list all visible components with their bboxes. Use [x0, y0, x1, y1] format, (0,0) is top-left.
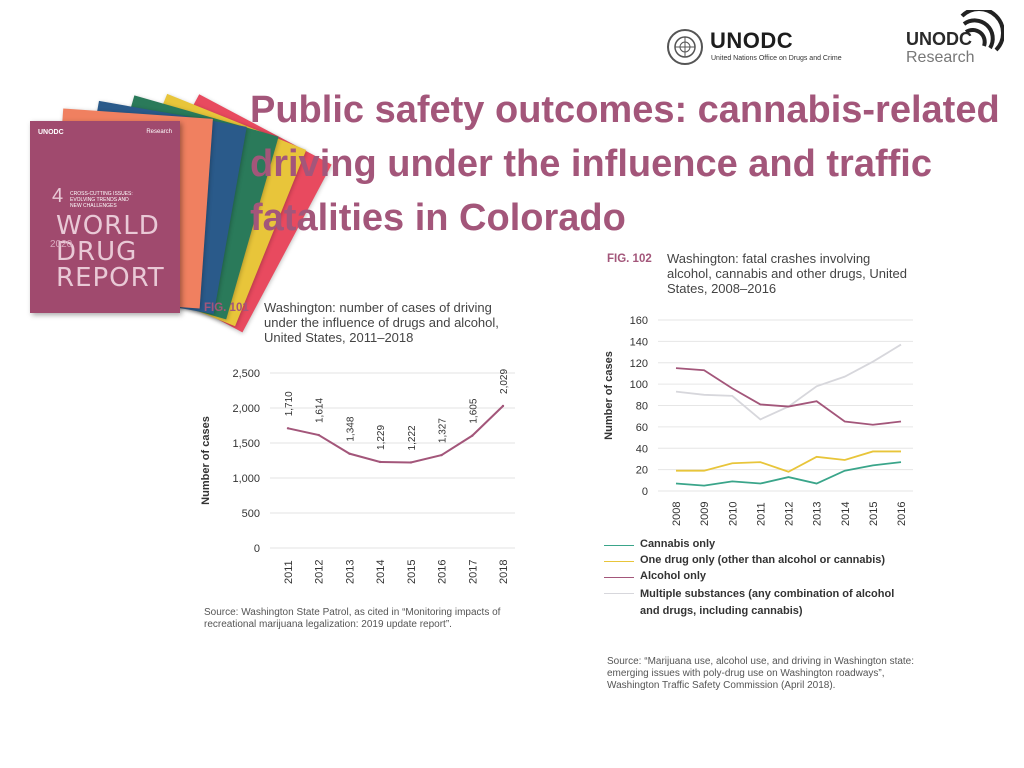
cover-title-line: DRUG: [56, 237, 138, 267]
fig102-title: Washington: fatal crashes involving alco…: [667, 251, 907, 296]
data-label: 1,348: [345, 416, 356, 441]
unodc-logo: UNODC United Nations Office on Drugs and…: [666, 28, 886, 68]
series-line: [287, 405, 504, 464]
research-swirl-icon: [960, 10, 1004, 52]
data-label: 1,229: [376, 425, 387, 450]
fig101-source: Source: Washington State Patrol, as cite…: [204, 607, 501, 630]
cover-title: WORLD DRUG REPORT: [56, 213, 165, 291]
data-point: [440, 453, 443, 457]
y-tick-label: 1,000: [232, 473, 260, 485]
y-tick-label: 0: [642, 486, 648, 498]
cover-org: UNODC: [38, 129, 64, 136]
series-line: [675, 343, 902, 421]
y-tick-label: 1,500: [232, 438, 260, 450]
cover-title-line: WORLD: [56, 211, 160, 241]
x-tick-label: 2010: [727, 502, 739, 526]
y-axis-label: Number of cases: [603, 351, 615, 440]
x-tick-label: 2015: [406, 560, 418, 584]
fig101-title: Washington: number of cases of driving u…: [264, 300, 499, 345]
y-axis-label: Number of cases: [200, 416, 212, 505]
data-point: [501, 404, 505, 408]
x-tick-label: 2013: [812, 502, 824, 526]
data-point: [378, 460, 382, 464]
x-tick-label: 2013: [344, 560, 356, 584]
legend-swatch: [604, 545, 634, 546]
legend-label: Cannabis only: [640, 538, 716, 550]
data-point: [409, 461, 413, 464]
y-tick-label: 100: [630, 379, 648, 391]
y-tick-label: 2,000: [232, 403, 260, 415]
series-line: [675, 461, 902, 487]
data-point: [286, 427, 290, 430]
research-wordmark: UNODC: [906, 29, 972, 49]
legend-swatch: [604, 577, 634, 578]
x-tick-label: 2014: [840, 502, 852, 526]
data-label: 1,710: [284, 391, 295, 416]
fig101-label: FIG. 101: [204, 302, 249, 314]
x-tick-label: 2015: [868, 502, 880, 526]
y-tick-label: 2,500: [232, 368, 260, 380]
fig102-legend: Cannabis only One drug only (other than …: [604, 538, 924, 620]
legend-item: Alcohol only: [604, 570, 924, 582]
x-tick-label: 2017: [467, 560, 479, 584]
un-emblem-icon: [667, 29, 703, 65]
research-sub: Research: [906, 49, 975, 66]
cover-research: Research: [146, 129, 172, 135]
x-tick-label: 2012: [314, 560, 326, 584]
cover-number: 4: [52, 185, 64, 207]
legend-item: Cannabis only: [604, 538, 924, 550]
data-label: 1,605: [468, 398, 479, 423]
cover-title-line: REPORT: [56, 263, 165, 293]
y-tick-label: 120: [630, 358, 648, 370]
series-line: [675, 367, 902, 426]
x-tick-label: 2008: [671, 502, 683, 526]
unodc-fullname: United Nations Office on Drugs and Crime: [711, 55, 842, 62]
data-point: [317, 433, 320, 437]
x-tick-label: 2009: [699, 502, 711, 526]
x-tick-label: 2011: [755, 502, 767, 526]
legend-item: One drug only (other than alcohol or can…: [604, 554, 924, 566]
slide-title: Public safety outcomes: cannabis-related…: [250, 89, 1000, 239]
y-tick-label: 40: [636, 443, 648, 455]
unodc-research-logo: UNODC Research: [904, 10, 1009, 70]
x-tick-label: 2014: [375, 560, 387, 584]
y-tick-label: 20: [636, 465, 648, 477]
y-tick-label: 80: [636, 401, 648, 413]
y-tick-label: 160: [630, 315, 648, 327]
x-tick-label: 2011: [283, 560, 295, 584]
cover-year: 2020: [50, 239, 73, 250]
data-label: 1,327: [438, 418, 449, 443]
unodc-wordmark: UNODC: [710, 28, 794, 53]
legend-swatch: [604, 561, 634, 562]
x-tick-label: 2016: [437, 560, 449, 584]
fig102-chart: 0 20 40 60 80 100 120 140 160 Number of cases 2008…: [603, 315, 913, 526]
x-tick-label: 2018: [498, 560, 510, 584]
y-tick-label: 0: [254, 543, 260, 555]
legend-label: Multiple substances (any combination of …: [640, 588, 895, 617]
fig102-source: Source: “Marijuana use, alcohol use, and…: [607, 656, 915, 691]
y-tick-label: 60: [636, 422, 648, 434]
data-point: [348, 452, 351, 455]
cover-subtitle: CROSS-CUTTING ISSUES: EVOLVING TRENDS AN…: [70, 191, 133, 209]
legend-item: Multiple substances (any combination of …: [604, 586, 924, 620]
x-tick-label: 2012: [784, 502, 796, 526]
data-label: 1,614: [315, 398, 326, 423]
data-label: 2,029: [499, 369, 510, 394]
data-point: [471, 434, 474, 437]
fig102-label: FIG. 102: [607, 253, 652, 265]
x-tick-label: 2016: [896, 502, 908, 526]
y-tick-label: 500: [242, 508, 260, 520]
cover-main: UNODC Research 4 CROSS-CUTTING ISSUES: E…: [30, 121, 180, 313]
legend-label: Alcohol only: [640, 570, 706, 582]
legend-label: One drug only (other than alcohol or can…: [640, 554, 886, 566]
fig101-chart: 0 500 1,000 1,500 2,000 2,500 Number of cases 2…: [200, 368, 515, 584]
legend-swatch: [604, 593, 634, 594]
y-tick-label: 140: [630, 336, 648, 348]
series-line: [676, 450, 901, 473]
data-label: 1,222: [407, 425, 418, 450]
